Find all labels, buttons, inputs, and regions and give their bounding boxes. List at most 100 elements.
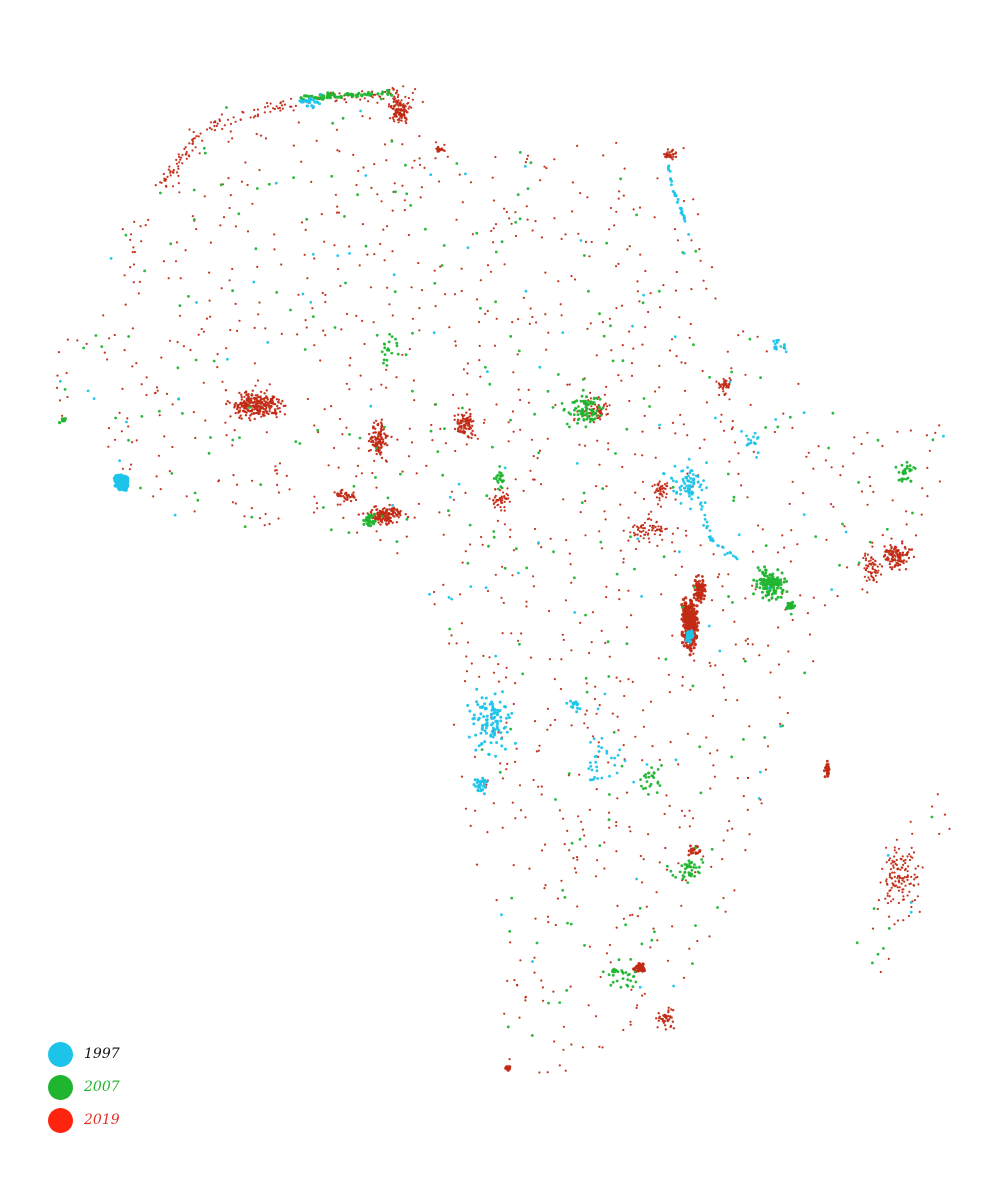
event-dot-2019 bbox=[566, 383, 569, 386]
event-dot-2007 bbox=[192, 218, 196, 221]
event-dot-1997 bbox=[747, 442, 751, 446]
event-dot-2019 bbox=[398, 103, 401, 106]
event-dot-2019 bbox=[189, 348, 192, 352]
event-dot-2019 bbox=[277, 400, 280, 404]
event-dot-2019 bbox=[216, 122, 219, 125]
event-dot-2019 bbox=[881, 444, 884, 448]
event-dot-2019 bbox=[713, 775, 717, 778]
event-dot-2019 bbox=[733, 620, 736, 623]
event-dot-2019 bbox=[400, 109, 403, 112]
event-dot-2019 bbox=[586, 327, 589, 330]
event-dot-1997 bbox=[491, 735, 495, 739]
event-dot-2019 bbox=[404, 105, 407, 108]
event-dot-2019 bbox=[310, 180, 313, 183]
event-dot-2019 bbox=[888, 857, 892, 860]
event-dot-2019 bbox=[908, 858, 912, 862]
event-dot-1997 bbox=[600, 746, 603, 750]
event-dot-2019 bbox=[471, 433, 474, 436]
event-dot-2019 bbox=[597, 741, 600, 744]
event-dot-2019 bbox=[411, 91, 414, 94]
event-dot-2019 bbox=[559, 303, 562, 306]
event-dot-2007 bbox=[572, 401, 576, 404]
event-dot-2019 bbox=[123, 274, 126, 277]
event-dot-2007 bbox=[357, 91, 361, 95]
event-dot-2007 bbox=[626, 984, 630, 988]
event-dot-2007 bbox=[498, 465, 502, 468]
event-dot-2019 bbox=[505, 666, 508, 669]
event-dot-2019 bbox=[725, 386, 728, 389]
event-dot-1997 bbox=[311, 252, 315, 256]
event-dot-2007 bbox=[373, 512, 377, 516]
event-dot-2019 bbox=[689, 617, 693, 621]
event-dot-2019 bbox=[589, 322, 592, 325]
event-dot-2019 bbox=[280, 332, 283, 335]
event-dot-2019 bbox=[423, 166, 426, 169]
event-dot-2019 bbox=[687, 610, 691, 614]
event-dot-2019 bbox=[387, 105, 390, 108]
event-dot-2007 bbox=[393, 290, 397, 294]
event-dot-1997 bbox=[773, 342, 777, 346]
event-dot-2019 bbox=[460, 289, 463, 293]
event-dot-2019 bbox=[547, 609, 551, 613]
event-dot-2019 bbox=[640, 964, 644, 968]
event-dot-2019 bbox=[410, 441, 414, 444]
event-dot-2019 bbox=[540, 236, 544, 239]
event-dot-1997 bbox=[686, 630, 691, 635]
event-dot-2019 bbox=[615, 926, 618, 929]
event-dot-2007 bbox=[930, 815, 934, 819]
event-dot-2019 bbox=[896, 876, 899, 880]
event-dot-2019 bbox=[705, 736, 708, 739]
event-dot-2007 bbox=[578, 409, 582, 413]
event-dot-1997 bbox=[494, 719, 498, 723]
event-dot-2019 bbox=[608, 943, 612, 947]
event-dot-1997 bbox=[705, 486, 708, 490]
event-dot-2019 bbox=[728, 398, 731, 401]
event-dot-2007 bbox=[580, 501, 584, 504]
event-dot-2019 bbox=[396, 513, 399, 517]
event-dot-2007 bbox=[387, 340, 391, 344]
event-dot-1997 bbox=[113, 477, 118, 481]
event-dot-2019 bbox=[342, 516, 345, 520]
event-dot-2019 bbox=[658, 364, 661, 367]
event-dot-1997 bbox=[640, 595, 643, 598]
event-dot-2019 bbox=[495, 899, 498, 902]
event-dot-2007 bbox=[773, 590, 777, 594]
event-dot-2019 bbox=[568, 552, 571, 555]
event-dot-1997 bbox=[570, 705, 574, 709]
event-dot-2019 bbox=[617, 262, 620, 265]
event-dot-2019 bbox=[525, 605, 528, 608]
event-dot-2019 bbox=[869, 571, 872, 574]
event-dot-2007 bbox=[776, 576, 780, 580]
event-dot-2019 bbox=[209, 315, 212, 318]
event-dot-2019 bbox=[349, 499, 353, 503]
event-dot-2019 bbox=[274, 409, 277, 413]
event-dot-2019 bbox=[243, 515, 246, 518]
event-dot-2007 bbox=[876, 438, 880, 442]
event-dot-2019 bbox=[199, 132, 202, 135]
event-dot-2007 bbox=[143, 269, 147, 273]
event-dot-2007 bbox=[514, 547, 518, 551]
event-dot-1997 bbox=[492, 711, 496, 715]
event-dot-2019 bbox=[746, 808, 749, 812]
event-dot-2019 bbox=[890, 568, 894, 571]
event-dot-2019 bbox=[721, 387, 724, 391]
event-dot-1997 bbox=[313, 100, 317, 104]
event-dot-2019 bbox=[886, 559, 889, 562]
event-dot-1997 bbox=[472, 722, 476, 726]
event-dot-1997 bbox=[510, 711, 514, 715]
event-dot-2019 bbox=[345, 426, 348, 429]
event-dot-2019 bbox=[226, 118, 230, 121]
event-dot-1997 bbox=[312, 105, 315, 109]
event-dot-2019 bbox=[200, 327, 203, 331]
event-dot-2019 bbox=[263, 404, 267, 408]
event-dot-2019 bbox=[669, 1024, 673, 1028]
event-dot-2019 bbox=[121, 467, 124, 470]
event-dot-2019 bbox=[184, 249, 187, 252]
event-dot-2019 bbox=[910, 846, 913, 850]
event-dot-2019 bbox=[253, 362, 256, 365]
event-dot-1997 bbox=[636, 537, 640, 541]
event-dot-2019 bbox=[912, 884, 916, 887]
event-dot-2019 bbox=[277, 398, 280, 401]
event-dot-2019 bbox=[503, 509, 506, 512]
event-dot-2019 bbox=[893, 558, 897, 561]
